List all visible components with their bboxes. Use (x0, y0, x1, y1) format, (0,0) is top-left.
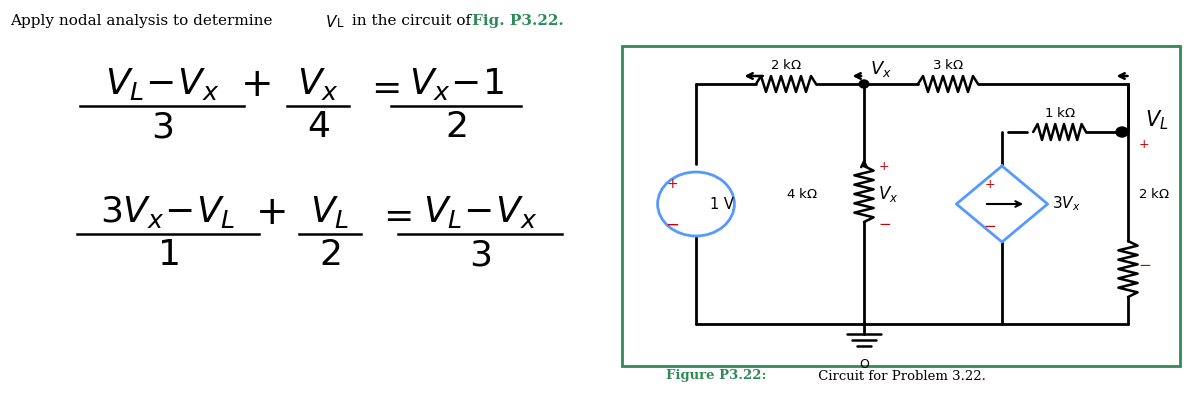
Text: 1 V: 1 V (710, 197, 734, 212)
Text: $=$: $=$ (376, 198, 412, 232)
Circle shape (859, 80, 869, 88)
Text: $3V_x$: $3V_x$ (1052, 195, 1081, 213)
Text: $3$: $3$ (469, 238, 491, 272)
Text: $+$: $+$ (240, 66, 271, 104)
Text: $V_x$: $V_x$ (878, 184, 899, 204)
Text: $4$: $4$ (306, 110, 330, 144)
Text: 3 k$\Omega$: 3 k$\Omega$ (932, 58, 964, 72)
Text: $+$: $+$ (878, 160, 889, 173)
Text: $2$: $2$ (319, 238, 341, 272)
Text: $-$: $-$ (878, 214, 892, 229)
Text: $1$: $1$ (157, 238, 179, 272)
Text: $-$: $-$ (665, 215, 679, 233)
Circle shape (1116, 127, 1128, 137)
Text: $3V_x\!-\!V_L$: $3V_x\!-\!V_L$ (101, 194, 235, 230)
Text: O: O (859, 358, 869, 371)
Text: $+$: $+$ (254, 194, 286, 232)
Text: $3$: $3$ (151, 110, 173, 144)
Text: $V_x\!-\!1$: $V_x\!-\!1$ (408, 66, 504, 102)
Text: 4 k$\Omega$: 4 k$\Omega$ (786, 187, 818, 201)
Text: $V_L\!-\!V_x$: $V_L\!-\!V_x$ (104, 66, 220, 102)
Text: $2$: $2$ (445, 110, 467, 144)
Text: 1 k$\Omega$: 1 k$\Omega$ (1044, 106, 1075, 120)
Text: $+$: $+$ (984, 178, 996, 191)
Text: 2 k$\Omega$: 2 k$\Omega$ (1138, 187, 1170, 201)
Text: 2 k$\Omega$: 2 k$\Omega$ (770, 58, 802, 72)
Text: $V_x$: $V_x$ (870, 59, 892, 79)
Text: Fig. P3.22.: Fig. P3.22. (472, 14, 563, 28)
Text: $+$: $+$ (666, 177, 678, 191)
Text: in the circuit of: in the circuit of (347, 14, 475, 28)
Text: $-$: $-$ (1138, 256, 1151, 271)
Text: $\it{V}$: $\it{V}$ (325, 14, 338, 30)
Text: $+$: $+$ (1138, 138, 1148, 151)
Text: Circuit for Problem 3.22.: Circuit for Problem 3.22. (814, 370, 985, 383)
Text: Apply nodal analysis to determine: Apply nodal analysis to determine (10, 14, 277, 28)
Text: $V_L\!-\!V_x$: $V_L\!-\!V_x$ (422, 194, 538, 230)
Text: $-$: $-$ (984, 216, 996, 232)
Text: $V_L$: $V_L$ (311, 194, 349, 230)
Text: $V_x$: $V_x$ (298, 66, 338, 102)
Text: $V_L$: $V_L$ (1145, 108, 1169, 132)
Text: $\mathrm{L}$: $\mathrm{L}$ (336, 17, 344, 30)
FancyBboxPatch shape (622, 46, 1180, 366)
Text: Figure P3.22:: Figure P3.22: (666, 370, 767, 383)
Text: $=$: $=$ (364, 70, 400, 104)
